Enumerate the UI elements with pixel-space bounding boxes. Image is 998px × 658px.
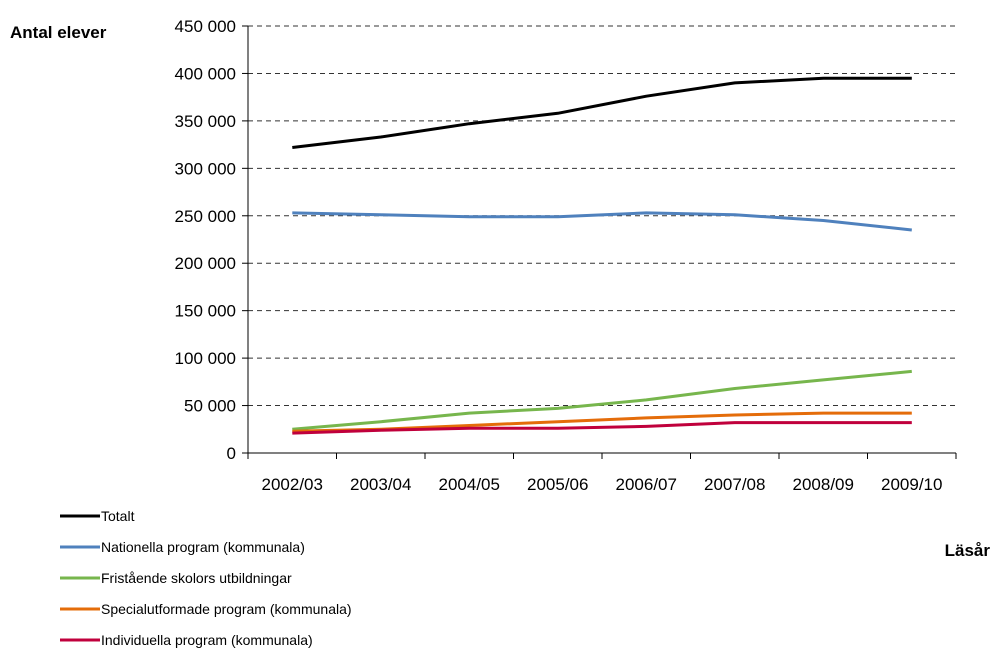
y-tick-label: 100 000 bbox=[175, 349, 236, 368]
series-line-frist-ende-skolors-utbildningar bbox=[292, 369, 912, 431]
legend-label: Individuella program (kommunala) bbox=[101, 632, 313, 648]
x-tick-label: 2003/04 bbox=[350, 475, 411, 494]
x-axis-ticks: 2002/03 2003/04 2004/05 2005/06 2006/07 2007/… bbox=[247, 453, 957, 494]
legend-label: Nationella program (kommunala) bbox=[101, 539, 305, 555]
y-tick-label: 0 bbox=[227, 444, 236, 463]
y-tick-label: 400 000 bbox=[175, 64, 236, 83]
legend-label: Fristående skolors utbildningar bbox=[101, 570, 292, 586]
legend-label: Specialutformade program (kommunala) bbox=[101, 601, 352, 617]
y-tick-label: 200 000 bbox=[175, 254, 236, 273]
x-tick-label: 2004/05 bbox=[439, 475, 500, 494]
x-axis-title: Läsår bbox=[945, 541, 991, 560]
y-tick-label: 350 000 bbox=[175, 112, 236, 131]
y-tick-label: 50 000 bbox=[184, 397, 236, 416]
x-tick-label: 2008/09 bbox=[793, 475, 854, 494]
x-tick-label: 2002/03 bbox=[262, 475, 323, 494]
y-tick-label: 150 000 bbox=[175, 302, 236, 321]
series-line-nationella-program-kommunala bbox=[292, 211, 912, 232]
y-tick-label: 250 000 bbox=[175, 207, 236, 226]
x-tick-label: 2009/10 bbox=[881, 475, 942, 494]
y-axis-title: Antal elever bbox=[10, 23, 107, 42]
series-line-individuella-program-kommunala bbox=[292, 421, 912, 435]
y-tick-label: 450 000 bbox=[175, 17, 236, 36]
y-axis-ticks: 0 50 000 100 000 150 000 200 000 250 000 300 0… bbox=[175, 17, 248, 463]
series-line-totalt bbox=[292, 76, 912, 149]
y-tick-label: 300 000 bbox=[175, 159, 236, 178]
x-tick-label: 2006/07 bbox=[616, 475, 677, 494]
series-lines bbox=[292, 76, 912, 435]
x-tick-label: 2007/08 bbox=[704, 475, 765, 494]
x-tick-label: 2005/06 bbox=[527, 475, 588, 494]
axes bbox=[247, 26, 956, 454]
legend-label: Totalt bbox=[101, 508, 135, 524]
legend: Totalt Nationella program (kommunala) Fris… bbox=[60, 508, 352, 648]
